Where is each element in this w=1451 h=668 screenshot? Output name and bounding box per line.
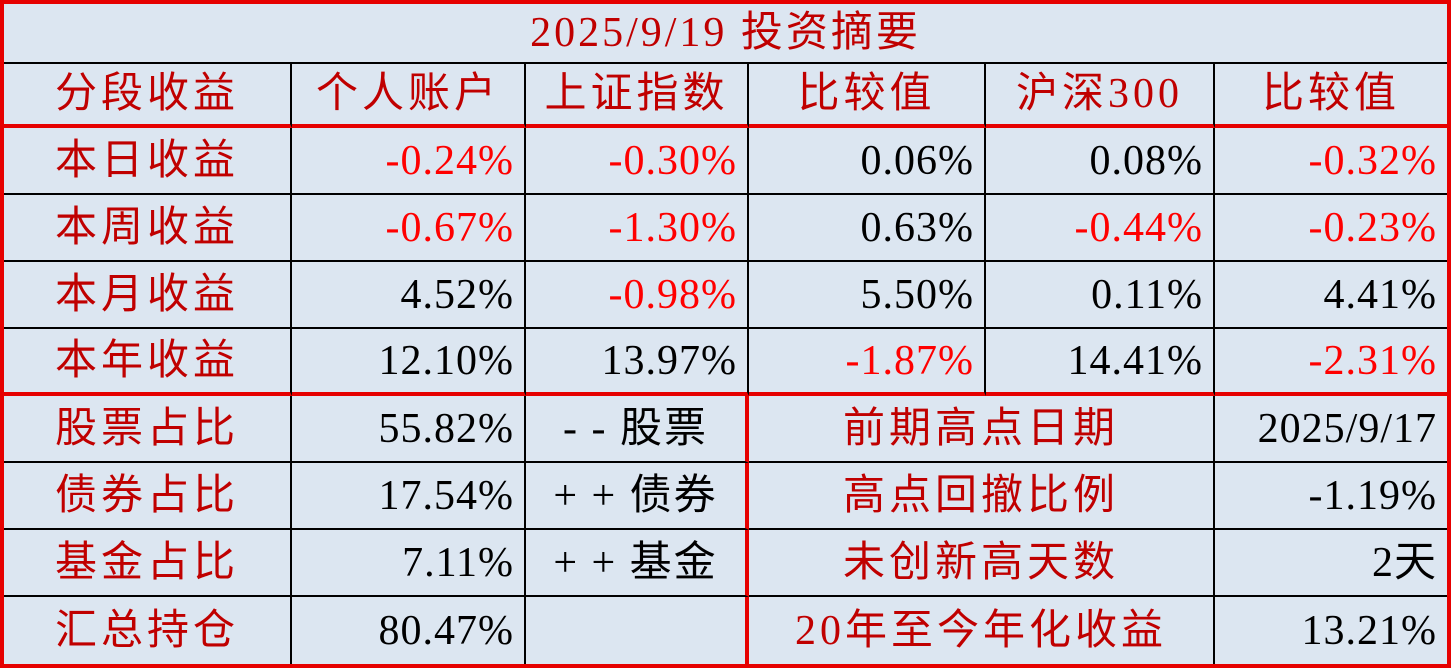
- daily-sse-value: -0.30%: [526, 128, 749, 195]
- daily-personal-value: -0.24%: [292, 128, 526, 195]
- stock-trend-note: - - 股票: [526, 396, 749, 463]
- header-segment-return: 分段收益: [4, 64, 292, 128]
- annualized-since-2020-value: 13.21%: [1215, 597, 1447, 664]
- total-position-value: 80.47%: [292, 597, 526, 664]
- yearly-compare2-value: -2.31%: [1215, 329, 1447, 396]
- daily-return-label: 本日收益: [4, 128, 292, 195]
- table-title: 2025/9/19 投资摘要: [4, 4, 1447, 64]
- fund-trend-note: + + 基金: [526, 530, 749, 597]
- fund-ratio-label: 基金占比: [4, 530, 292, 597]
- days-no-new-high-value: 2天: [1215, 530, 1447, 597]
- prev-high-date-value: 2025/9/17: [1215, 396, 1447, 463]
- stock-ratio-value: 55.82%: [292, 396, 526, 463]
- drawdown-from-high-value: -1.19%: [1215, 463, 1447, 530]
- weekly-sse-value: -1.30%: [526, 195, 749, 262]
- monthly-personal-value: 4.52%: [292, 262, 526, 329]
- yearly-compare1-value: -1.87%: [749, 329, 986, 396]
- bond-ratio-value: 17.54%: [292, 463, 526, 530]
- header-csi300: 沪深300: [986, 64, 1215, 128]
- bond-trend-note: + + 债券: [526, 463, 749, 530]
- daily-csi300-value: 0.08%: [986, 128, 1215, 195]
- monthly-compare2-value: 4.41%: [1215, 262, 1447, 329]
- monthly-sse-value: -0.98%: [526, 262, 749, 329]
- header-compare-value-2: 比较值: [1215, 64, 1447, 128]
- total-position-label: 汇总持仓: [4, 597, 292, 664]
- monthly-compare1-value: 5.50%: [749, 262, 986, 329]
- header-sse-index: 上证指数: [526, 64, 749, 128]
- yearly-return-label: 本年收益: [4, 329, 292, 396]
- weekly-return-label: 本周收益: [4, 195, 292, 262]
- header-compare-value-1: 比较值: [749, 64, 986, 128]
- drawdown-from-high-label: 高点回撤比例: [749, 463, 1215, 530]
- fund-ratio-value: 7.11%: [292, 530, 526, 597]
- bond-ratio-label: 债券占比: [4, 463, 292, 530]
- monthly-csi300-value: 0.11%: [986, 262, 1215, 329]
- yearly-sse-value: 13.97%: [526, 329, 749, 396]
- monthly-return-label: 本月收益: [4, 262, 292, 329]
- yearly-csi300-value: 14.41%: [986, 329, 1215, 396]
- annualized-since-2020-label: 20年至今年化收益: [749, 597, 1215, 664]
- total-position-note: [526, 597, 749, 664]
- stock-ratio-label: 股票占比: [4, 396, 292, 463]
- header-personal-account: 个人账户: [292, 64, 526, 128]
- prev-high-date-label: 前期高点日期: [749, 396, 1215, 463]
- weekly-compare1-value: 0.63%: [749, 195, 986, 262]
- daily-compare1-value: 0.06%: [749, 128, 986, 195]
- yearly-personal-value: 12.10%: [292, 329, 526, 396]
- days-no-new-high-label: 未创新高天数: [749, 530, 1215, 597]
- weekly-personal-value: -0.67%: [292, 195, 526, 262]
- weekly-csi300-value: -0.44%: [986, 195, 1215, 262]
- weekly-compare2-value: -0.23%: [1215, 195, 1447, 262]
- daily-compare2-value: -0.32%: [1215, 128, 1447, 195]
